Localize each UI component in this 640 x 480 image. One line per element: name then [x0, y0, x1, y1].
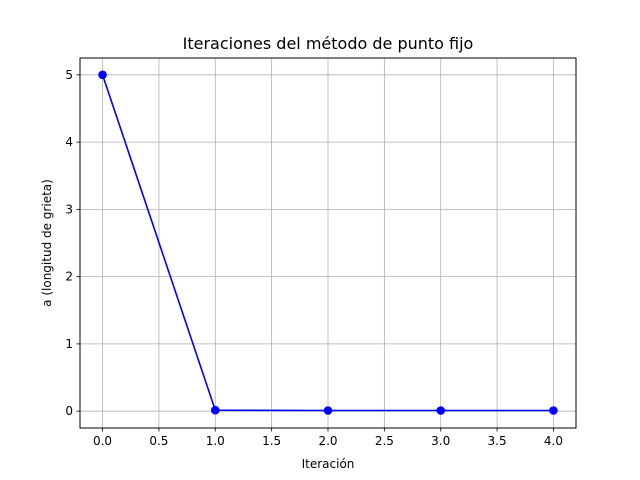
x-tick-label: 0.0 [93, 434, 112, 448]
x-tick-label: 2.0 [318, 434, 337, 448]
x-tick-label: 3.0 [431, 434, 450, 448]
data-point [436, 406, 446, 415]
y-tick-label: 0 [65, 404, 73, 418]
y-tick-label: 2 [65, 270, 73, 284]
data-point [549, 406, 558, 415]
series-layer [98, 70, 558, 415]
y-axis-ticks: 0 1 2 3 4 5 [65, 68, 80, 418]
y-axis-label: a (longitud de grieta) [40, 179, 54, 307]
x-tick-label: 3.5 [488, 434, 507, 448]
y-tick-label: 4 [65, 135, 73, 149]
y-tick-label: 5 [65, 68, 73, 82]
data-point [323, 406, 333, 415]
y-tick-label: 1 [65, 337, 73, 351]
x-axis-ticks: 0.0 0.5 1.0 1.5 2.0 2.5 3.0 3.5 4.0 [93, 428, 563, 448]
x-tick-label: 1.0 [206, 434, 225, 448]
x-tick-label: 4.0 [544, 434, 563, 448]
x-tick-label: 2.5 [375, 434, 394, 448]
x-tick-label: 1.5 [262, 434, 281, 448]
y-tick-label: 3 [65, 202, 73, 216]
data-point [210, 405, 220, 415]
data-point [98, 70, 107, 80]
x-tick-label: 0.5 [149, 434, 168, 448]
grid [80, 58, 576, 428]
x-axis-label: Iteración [302, 457, 355, 471]
chart-title: Iteraciones del método de punto fijo [183, 34, 474, 53]
